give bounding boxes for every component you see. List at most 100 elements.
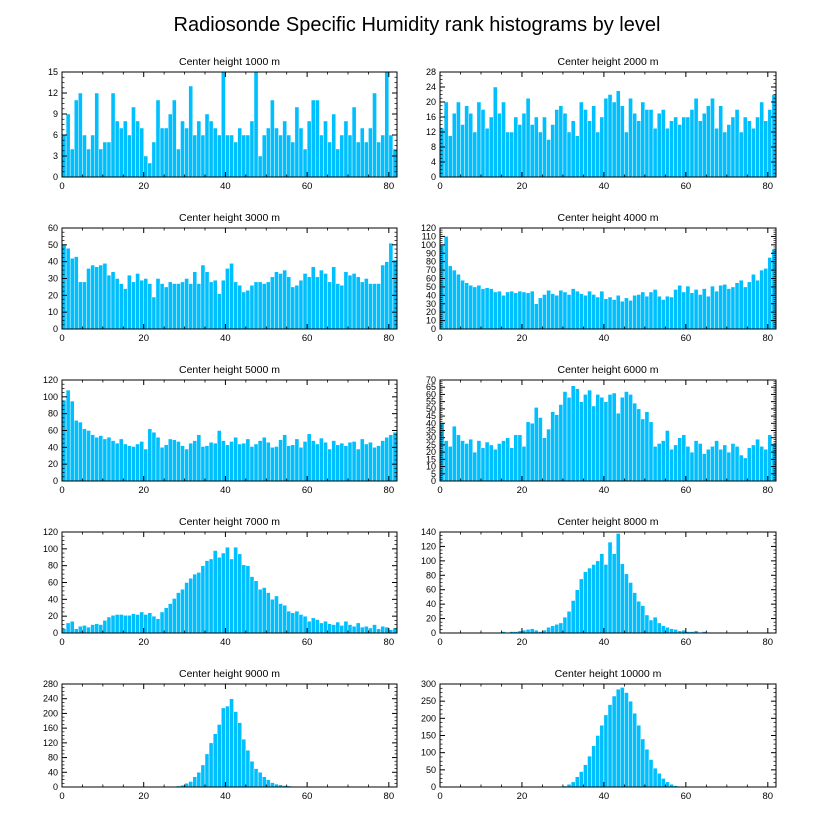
histogram-bar — [184, 783, 189, 788]
histogram-bar — [355, 622, 361, 634]
histogram-bar — [78, 92, 83, 178]
histogram-bar — [143, 448, 149, 482]
histogram-bar — [677, 124, 682, 178]
x-tick-label: 40 — [599, 637, 610, 648]
histogram-bar — [521, 446, 527, 482]
histogram-bar — [147, 162, 153, 178]
histogram-bar — [204, 560, 210, 634]
histogram-bar — [566, 611, 572, 634]
histogram-bar — [534, 303, 539, 330]
histogram-bar — [644, 749, 650, 788]
histogram-bar — [229, 134, 234, 178]
histogram-bar — [751, 128, 756, 178]
histogram-bar — [298, 279, 304, 330]
y-tick-label: 0 — [53, 476, 58, 486]
histogram-bar — [763, 449, 769, 482]
histogram-bar — [323, 273, 328, 330]
y-tick-label: 8 — [431, 142, 436, 152]
histogram-bar — [468, 113, 474, 178]
y-tick-label: 100 — [421, 240, 436, 250]
histogram-bar — [229, 263, 234, 330]
y-tick-label: 0 — [53, 172, 58, 182]
histogram-bar — [525, 292, 531, 330]
histogram-bar — [689, 451, 695, 482]
histogram-bar — [351, 273, 357, 330]
histogram-bar — [628, 394, 633, 482]
y-tick-label: 3 — [53, 151, 58, 161]
histogram-bar — [661, 625, 666, 634]
histogram-bar — [286, 445, 292, 482]
histogram-bar — [505, 437, 510, 482]
histogram-bar — [521, 113, 527, 178]
x-tick-label: 80 — [384, 637, 395, 648]
y-tick-label: 20 — [426, 614, 436, 624]
histogram-bar — [644, 295, 650, 330]
histogram-bar — [632, 295, 637, 330]
histogram-bar — [270, 782, 275, 788]
histogram-bar — [249, 576, 255, 634]
histogram-bar — [364, 141, 369, 178]
histogram-bar — [488, 444, 494, 482]
histogram-bar — [372, 283, 377, 330]
histogram-bar — [525, 421, 531, 482]
histogram-bar — [648, 619, 654, 634]
histogram-bar — [738, 279, 744, 330]
y-tick-label: 200 — [43, 708, 58, 718]
x-tick-label: 60 — [681, 637, 692, 648]
histogram-bar — [615, 90, 621, 178]
histogram-bar — [460, 124, 465, 178]
histogram-bar — [278, 273, 283, 330]
histogram-bar — [65, 622, 71, 634]
histogram-bar — [343, 445, 349, 482]
histogram-bar — [257, 155, 263, 178]
histogram-bar — [628, 98, 633, 178]
y-tick-label: 250 — [421, 696, 436, 706]
x-tick-label: 20 — [517, 485, 528, 496]
histogram-bar — [656, 113, 662, 178]
histogram-bar — [607, 296, 613, 330]
histogram-bar — [249, 285, 255, 330]
histogram-bar — [241, 442, 247, 482]
histogram-bar — [710, 446, 715, 482]
histogram-bar — [542, 294, 547, 330]
histogram-bar — [323, 620, 328, 634]
histogram-bar — [286, 134, 292, 178]
histogram-bar — [392, 148, 398, 178]
histogram-bar — [184, 448, 189, 482]
histogram-bar — [192, 776, 198, 788]
x-tick-label: 80 — [384, 791, 395, 802]
y-tick-label: 25 — [426, 440, 436, 450]
histogram-bar — [566, 397, 572, 482]
x-tick-label: 0 — [59, 791, 64, 802]
histogram-bar — [147, 428, 153, 482]
histogram-bar — [636, 724, 642, 788]
histogram-bar — [611, 101, 617, 178]
x-tick-label: 20 — [138, 485, 149, 496]
y-tick-label: 40 — [426, 290, 436, 300]
histogram-bar — [69, 400, 75, 482]
y-tick-label: 60 — [48, 426, 58, 436]
y-tick-label: 80 — [426, 570, 436, 580]
histogram-bar — [570, 288, 576, 330]
panel-title: Center height 9000 m — [179, 668, 280, 680]
histogram-bar — [155, 618, 161, 634]
histogram-bar — [763, 268, 769, 330]
histogram-bar — [127, 274, 132, 330]
histogram-bar — [270, 276, 275, 330]
histogram-bar — [306, 620, 312, 634]
histogram-bar — [159, 611, 165, 634]
histogram-bar — [106, 616, 112, 634]
histogram-bar — [384, 261, 390, 330]
histogram-bar — [98, 264, 104, 330]
histogram-bar — [665, 430, 670, 482]
histogram-bar — [452, 113, 457, 178]
histogram-bar — [722, 444, 728, 482]
histogram-bar — [261, 134, 267, 178]
histogram-bar — [681, 434, 687, 482]
y-tick-label: 12 — [48, 88, 58, 98]
histogram-bar — [497, 443, 502, 482]
histogram-bar — [372, 92, 377, 178]
histogram-bar — [484, 441, 490, 482]
histogram-bar — [685, 116, 691, 178]
